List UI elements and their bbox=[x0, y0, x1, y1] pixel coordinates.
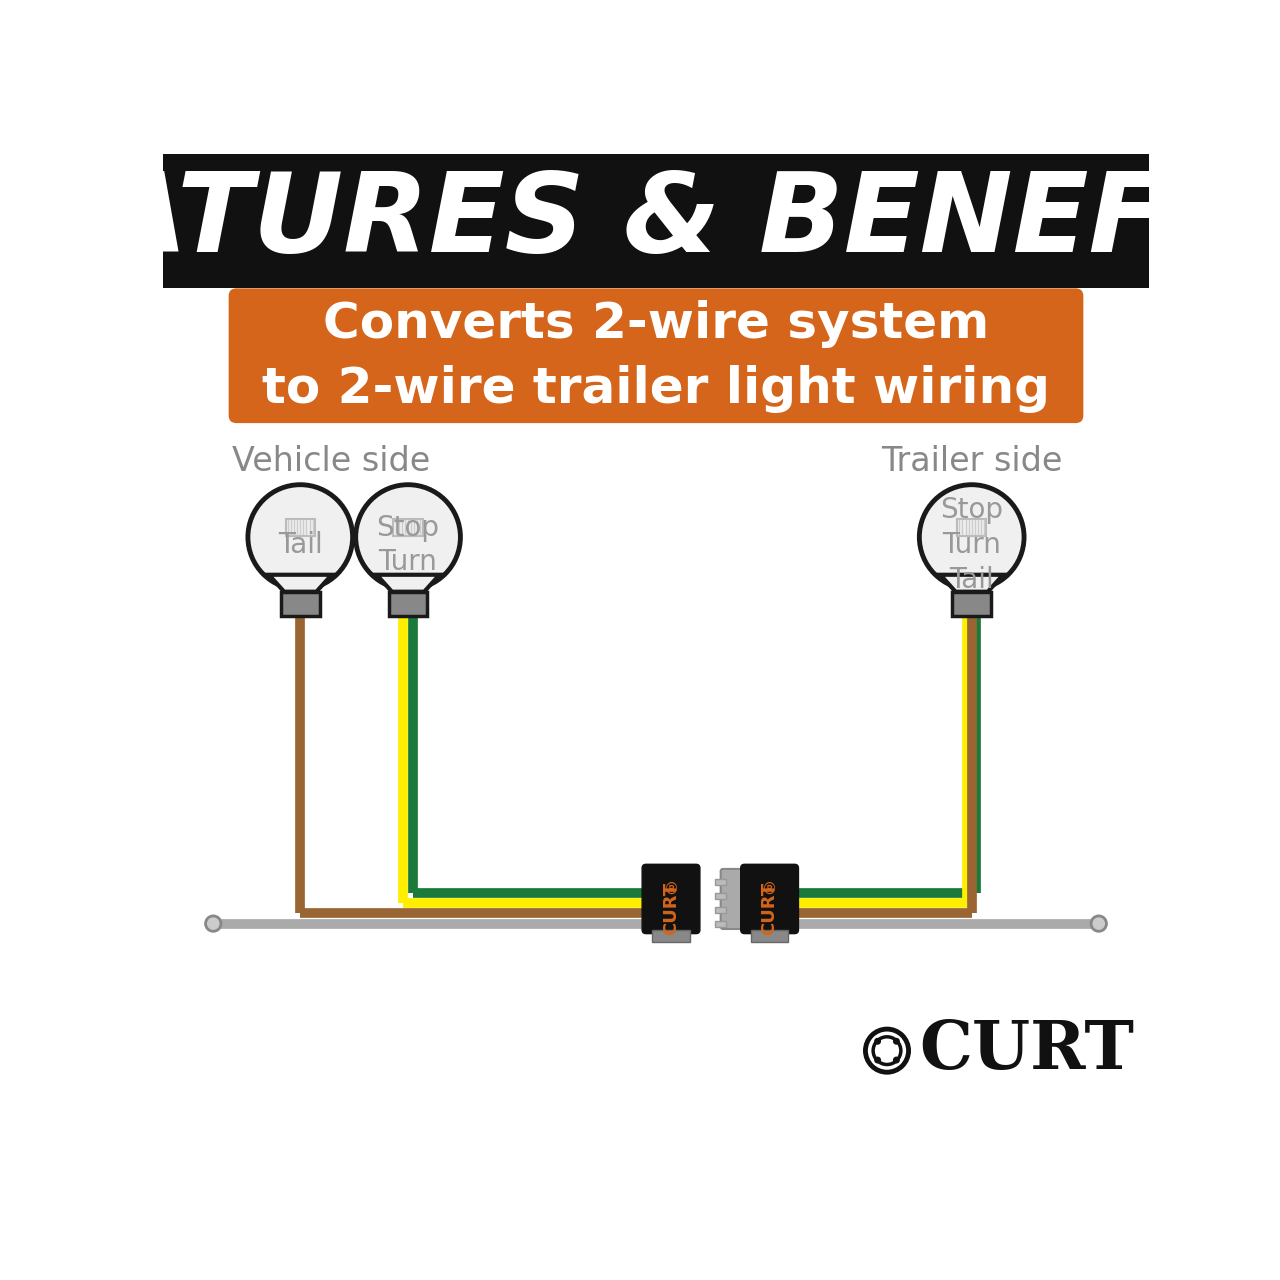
Text: FEATURES & BENEFITS: FEATURES & BENEFITS bbox=[0, 168, 1280, 275]
Circle shape bbox=[893, 1038, 900, 1044]
FancyBboxPatch shape bbox=[750, 929, 788, 942]
FancyBboxPatch shape bbox=[716, 879, 726, 884]
FancyBboxPatch shape bbox=[389, 591, 428, 617]
Circle shape bbox=[206, 916, 221, 932]
Text: ®: ® bbox=[663, 882, 678, 897]
Circle shape bbox=[893, 1056, 900, 1064]
Circle shape bbox=[919, 485, 1024, 589]
Text: Stop
Turn
Tail: Stop Turn Tail bbox=[941, 497, 1004, 594]
Polygon shape bbox=[269, 575, 332, 591]
Text: Stop
Turn: Stop Turn bbox=[376, 513, 439, 576]
FancyBboxPatch shape bbox=[716, 920, 726, 927]
Circle shape bbox=[874, 1056, 881, 1064]
Polygon shape bbox=[376, 575, 439, 591]
Text: Vehicle side: Vehicle side bbox=[233, 445, 431, 479]
FancyBboxPatch shape bbox=[282, 591, 320, 617]
Text: CURT: CURT bbox=[919, 1018, 1134, 1083]
Circle shape bbox=[874, 1038, 881, 1044]
Text: Tail: Tail bbox=[278, 531, 323, 559]
Text: CURT: CURT bbox=[662, 882, 680, 934]
Text: Trailer side: Trailer side bbox=[881, 445, 1062, 479]
Text: ®: ® bbox=[762, 882, 777, 897]
Circle shape bbox=[1091, 916, 1106, 932]
FancyBboxPatch shape bbox=[164, 154, 1149, 288]
Polygon shape bbox=[941, 575, 1004, 591]
FancyBboxPatch shape bbox=[952, 591, 991, 617]
Text: CURT: CURT bbox=[760, 882, 778, 934]
FancyBboxPatch shape bbox=[716, 906, 726, 913]
Circle shape bbox=[356, 485, 461, 589]
FancyBboxPatch shape bbox=[721, 869, 749, 929]
Circle shape bbox=[248, 485, 352, 589]
FancyBboxPatch shape bbox=[652, 929, 690, 942]
Text: Converts 2-wire system
to 2-wire trailer light wiring: Converts 2-wire system to 2-wire trailer… bbox=[262, 300, 1050, 412]
FancyBboxPatch shape bbox=[229, 288, 1083, 424]
FancyBboxPatch shape bbox=[643, 864, 700, 933]
FancyBboxPatch shape bbox=[741, 864, 799, 933]
FancyBboxPatch shape bbox=[716, 893, 726, 899]
